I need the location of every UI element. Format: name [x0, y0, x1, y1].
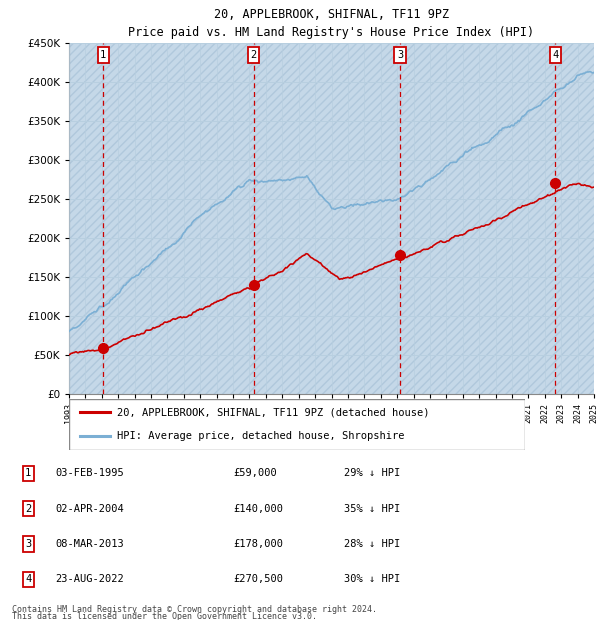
Text: 02-APR-2004: 02-APR-2004: [56, 503, 124, 514]
Text: 08-MAR-2013: 08-MAR-2013: [56, 539, 124, 549]
Text: 30% ↓ HPI: 30% ↓ HPI: [344, 574, 400, 585]
Text: 3: 3: [25, 539, 31, 549]
Text: 2: 2: [250, 50, 257, 60]
Text: This data is licensed under the Open Government Licence v3.0.: This data is licensed under the Open Gov…: [12, 612, 317, 620]
Text: 4: 4: [25, 574, 31, 585]
Text: 28% ↓ HPI: 28% ↓ HPI: [344, 539, 400, 549]
Text: 23-AUG-2022: 23-AUG-2022: [56, 574, 124, 585]
Text: £59,000: £59,000: [233, 468, 277, 479]
Text: HPI: Average price, detached house, Shropshire: HPI: Average price, detached house, Shro…: [117, 431, 404, 441]
Text: 2: 2: [25, 503, 31, 514]
FancyBboxPatch shape: [69, 399, 525, 450]
Text: 29% ↓ HPI: 29% ↓ HPI: [344, 468, 400, 479]
Text: £178,000: £178,000: [233, 539, 283, 549]
Text: £140,000: £140,000: [233, 503, 283, 514]
Text: 35% ↓ HPI: 35% ↓ HPI: [344, 503, 400, 514]
Text: 03-FEB-1995: 03-FEB-1995: [56, 468, 124, 479]
Text: 1: 1: [100, 50, 106, 60]
Text: 20, APPLEBROOK, SHIFNAL, TF11 9PZ (detached house): 20, APPLEBROOK, SHIFNAL, TF11 9PZ (detac…: [117, 407, 430, 417]
Text: 3: 3: [397, 50, 403, 60]
Text: 4: 4: [552, 50, 559, 60]
Text: 1: 1: [25, 468, 31, 479]
Text: £270,500: £270,500: [233, 574, 283, 585]
Title: 20, APPLEBROOK, SHIFNAL, TF11 9PZ
Price paid vs. HM Land Registry's House Price : 20, APPLEBROOK, SHIFNAL, TF11 9PZ Price …: [128, 9, 535, 40]
Text: Contains HM Land Registry data © Crown copyright and database right 2024.: Contains HM Land Registry data © Crown c…: [12, 605, 377, 614]
